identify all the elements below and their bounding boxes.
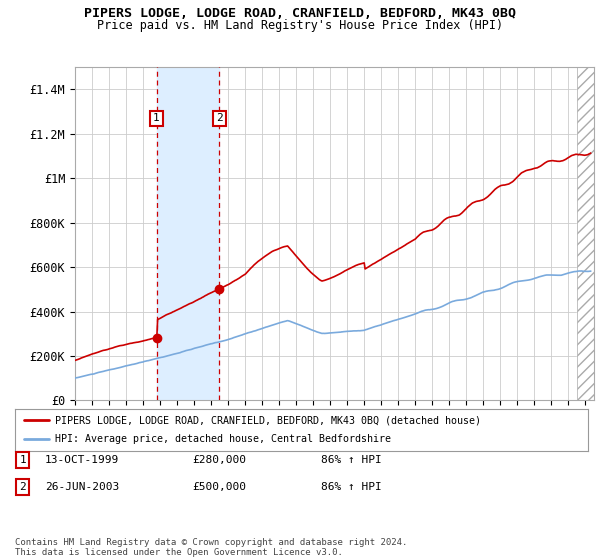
Text: 86% ↑ HPI: 86% ↑ HPI bbox=[321, 482, 382, 492]
Bar bbox=[577, 67, 594, 400]
Text: 2: 2 bbox=[216, 113, 223, 123]
Bar bbox=[157, 67, 220, 400]
Text: 1: 1 bbox=[19, 455, 26, 465]
Text: Contains HM Land Registry data © Crown copyright and database right 2024.
This d: Contains HM Land Registry data © Crown c… bbox=[15, 538, 407, 557]
Bar bbox=[577, 67, 594, 400]
Text: 26-JUN-2003: 26-JUN-2003 bbox=[45, 482, 119, 492]
Text: 1: 1 bbox=[153, 113, 160, 123]
Text: PIPERS LODGE, LODGE ROAD, CRANFIELD, BEDFORD, MK43 0BQ: PIPERS LODGE, LODGE ROAD, CRANFIELD, BED… bbox=[84, 7, 516, 20]
Text: 2: 2 bbox=[19, 482, 26, 492]
Text: PIPERS LODGE, LODGE ROAD, CRANFIELD, BEDFORD, MK43 0BQ (detached house): PIPERS LODGE, LODGE ROAD, CRANFIELD, BED… bbox=[55, 415, 481, 425]
Text: 86% ↑ HPI: 86% ↑ HPI bbox=[321, 455, 382, 465]
Text: 13-OCT-1999: 13-OCT-1999 bbox=[45, 455, 119, 465]
Text: £500,000: £500,000 bbox=[192, 482, 246, 492]
Text: Price paid vs. HM Land Registry's House Price Index (HPI): Price paid vs. HM Land Registry's House … bbox=[97, 19, 503, 32]
Text: £280,000: £280,000 bbox=[192, 455, 246, 465]
Text: HPI: Average price, detached house, Central Bedfordshire: HPI: Average price, detached house, Cent… bbox=[55, 435, 391, 445]
